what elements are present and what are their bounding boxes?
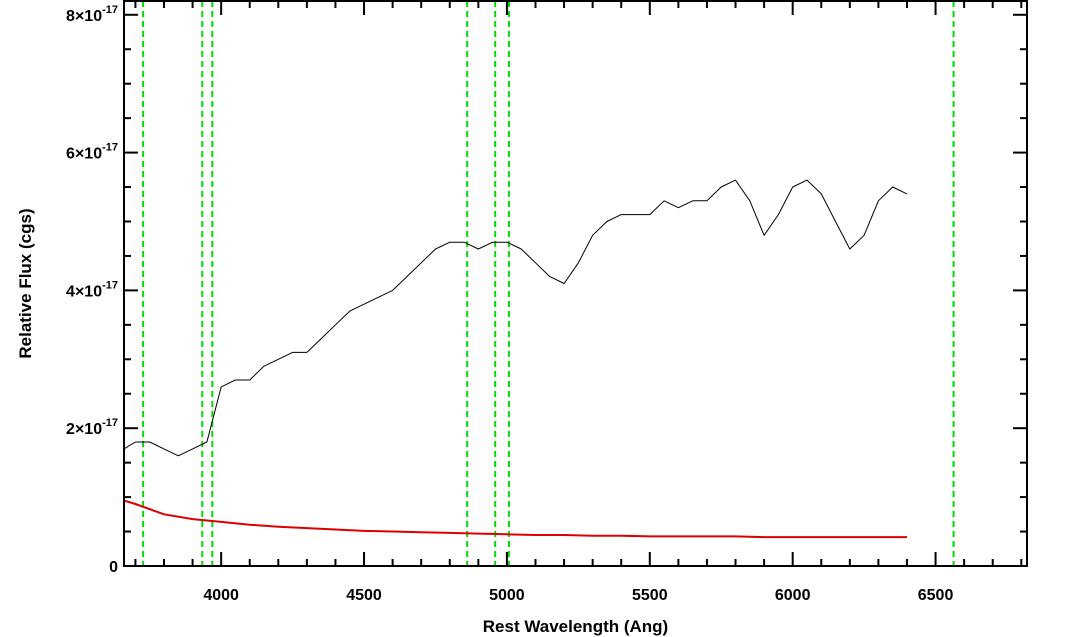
emission-line-markers [142, 1, 955, 566]
y-tick-labels: 0 2×10-17 4×10-17 6×10-17 8×10-17 [66, 4, 118, 576]
plot-frame [123, 0, 1028, 567]
axis-ticks [124, 1, 1027, 567]
x-tick-label: 5000 [489, 587, 525, 604]
x-tick-label: 4500 [346, 587, 382, 604]
x-tick-labels: 4000 4500 5000 5500 6000 6500 [203, 587, 953, 604]
x-tick-label: 5500 [632, 587, 668, 604]
series-line-1 [123, 499, 907, 539]
x-tick-label: 6500 [918, 587, 954, 604]
y-tick-label: 0 [109, 559, 118, 576]
spectrum-series [123, 179, 908, 539]
y-tick-label: 2×10-17 [66, 417, 118, 438]
x-tick-label: 4000 [203, 587, 239, 604]
y-axis-title: Relative Flux (cgs) [16, 208, 35, 358]
y-tick-label: 6×10-17 [66, 142, 118, 163]
y-tick-label: 4×10-17 [66, 279, 118, 300]
series-line-0 [123, 179, 908, 457]
x-axis-title: Rest Wavelength (Ang) [483, 617, 668, 636]
y-tick-label: 8×10-17 [66, 4, 118, 25]
x-tick-label: 6000 [775, 587, 811, 604]
